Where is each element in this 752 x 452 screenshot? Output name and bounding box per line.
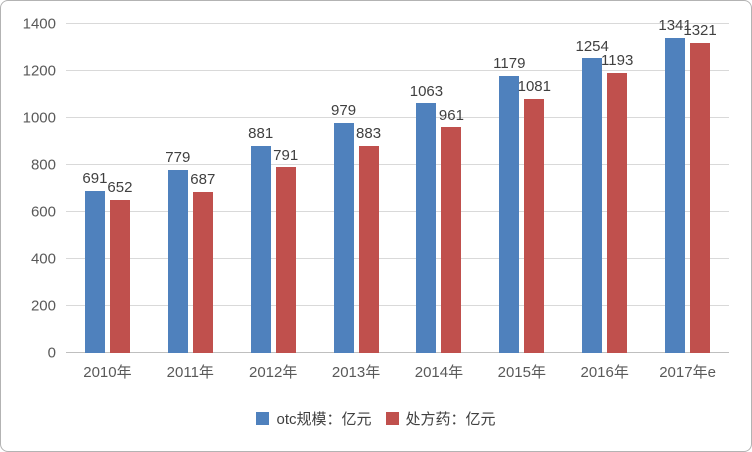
bar-prescription: 883 <box>356 125 381 353</box>
bar-prescription: 652 <box>107 180 132 353</box>
gridline <box>66 305 729 306</box>
legend-label: otc规模：亿元 <box>276 411 372 428</box>
x-axis-line <box>66 352 729 353</box>
x-tick-label: 2011年 <box>166 364 214 381</box>
y-tick-label: 1200 <box>22 62 56 80</box>
gridline <box>66 164 729 165</box>
bar-otc: 979 <box>331 103 356 353</box>
x-tick-label: 2014年 <box>414 364 464 381</box>
bar-value-label: 687 <box>190 171 216 189</box>
bar-value-label: 1254 <box>575 37 609 55</box>
x-axis: 2010年 2011年 2012年 2013年 2014年 2015年 2016年 2017年… <box>66 363 729 383</box>
legend: otc规模：亿元 处方药：亿元 <box>1 408 751 429</box>
x-tick-label: 2015年 <box>497 364 546 381</box>
bar-group: 1179 1081 <box>480 24 563 353</box>
bar-value-label: 691 <box>82 170 108 188</box>
bar-value-label: 1321 <box>683 22 717 40</box>
bar-value-label: 791 <box>273 146 299 164</box>
bar-group: 881 791 <box>232 24 315 353</box>
y-tick-label: 600 <box>30 203 56 221</box>
legend-label: 处方药：亿元 <box>405 411 496 428</box>
y-tick-label: 1000 <box>22 109 56 127</box>
bar-group: 979 883 <box>315 24 398 353</box>
bar-group: 691 652 <box>66 24 149 353</box>
legend-item-otc: otc规模：亿元 <box>256 408 372 429</box>
gridline <box>66 211 729 212</box>
bar-otc: 1063 <box>410 83 443 353</box>
bar-otc: 1179 <box>493 56 525 353</box>
bar-prescription: 1321 <box>683 23 717 353</box>
bar-value-label: 881 <box>248 125 274 143</box>
x-tick-label: 2013年 <box>331 364 381 381</box>
bar-group: 1254 1193 <box>563 24 646 353</box>
legend-swatch-otc <box>256 412 270 425</box>
y-tick-label: 200 <box>30 297 56 315</box>
gridline <box>66 23 729 24</box>
bar-groups: 691 652 779 687 881 791 979 883 1063 961 1179 1081 1… <box>66 18 729 353</box>
bar-value-label: 1341 <box>658 17 692 35</box>
bar-otc: 1341 <box>658 18 692 353</box>
bar-prescription: 961 <box>439 107 464 353</box>
bar-prescription: 1081 <box>518 79 551 353</box>
gridline <box>66 117 729 118</box>
x-tick-label: 2016年 <box>580 364 629 381</box>
x-tick-label: 2010年 <box>83 364 132 381</box>
bar-value-label: 1063 <box>409 82 444 100</box>
bar-value-label: 1179 <box>493 55 526 73</box>
bar-value-label: 652 <box>107 179 133 197</box>
gridline <box>66 258 729 259</box>
bar-group: 1063 961 <box>398 24 481 353</box>
y-tick-label: 0 <box>47 344 56 362</box>
bar-value-label: 1193 <box>601 52 634 70</box>
bar-otc: 779 <box>165 150 190 353</box>
bar-value-label: 979 <box>331 102 357 120</box>
bar-value-label: 1081 <box>517 78 551 96</box>
bar-prescription: 1193 <box>601 53 633 353</box>
legend-swatch-prescription <box>385 412 399 425</box>
bar-value-label: 883 <box>356 125 382 142</box>
bar-group: 779 687 <box>149 24 232 353</box>
bar-otc: 1254 <box>576 38 609 353</box>
y-axis: 0 200 400 600 800 1000 1200 1400 <box>1 17 56 361</box>
plot-area: 691 652 779 687 881 791 979 883 1063 961 1179 1081 1… <box>66 18 729 353</box>
x-tick-label: 2012年 <box>249 364 298 381</box>
y-tick-label: 800 <box>30 156 56 174</box>
x-tick-label: 2017年e <box>659 364 716 381</box>
y-tick-label: 1400 <box>22 15 56 33</box>
bar-prescription: 687 <box>190 172 215 353</box>
gridline <box>66 70 729 71</box>
bar-otc: 881 <box>248 126 273 353</box>
bar-group: 1341 1321 <box>646 18 729 353</box>
legend-item-prescription: 处方药：亿元 <box>385 408 496 429</box>
y-tick-label: 400 <box>30 250 56 268</box>
bar-otc: 691 <box>82 171 107 353</box>
bar-value-label: 961 <box>438 106 464 124</box>
bar-value-label: 779 <box>165 149 191 167</box>
bar-prescription: 791 <box>273 147 298 353</box>
